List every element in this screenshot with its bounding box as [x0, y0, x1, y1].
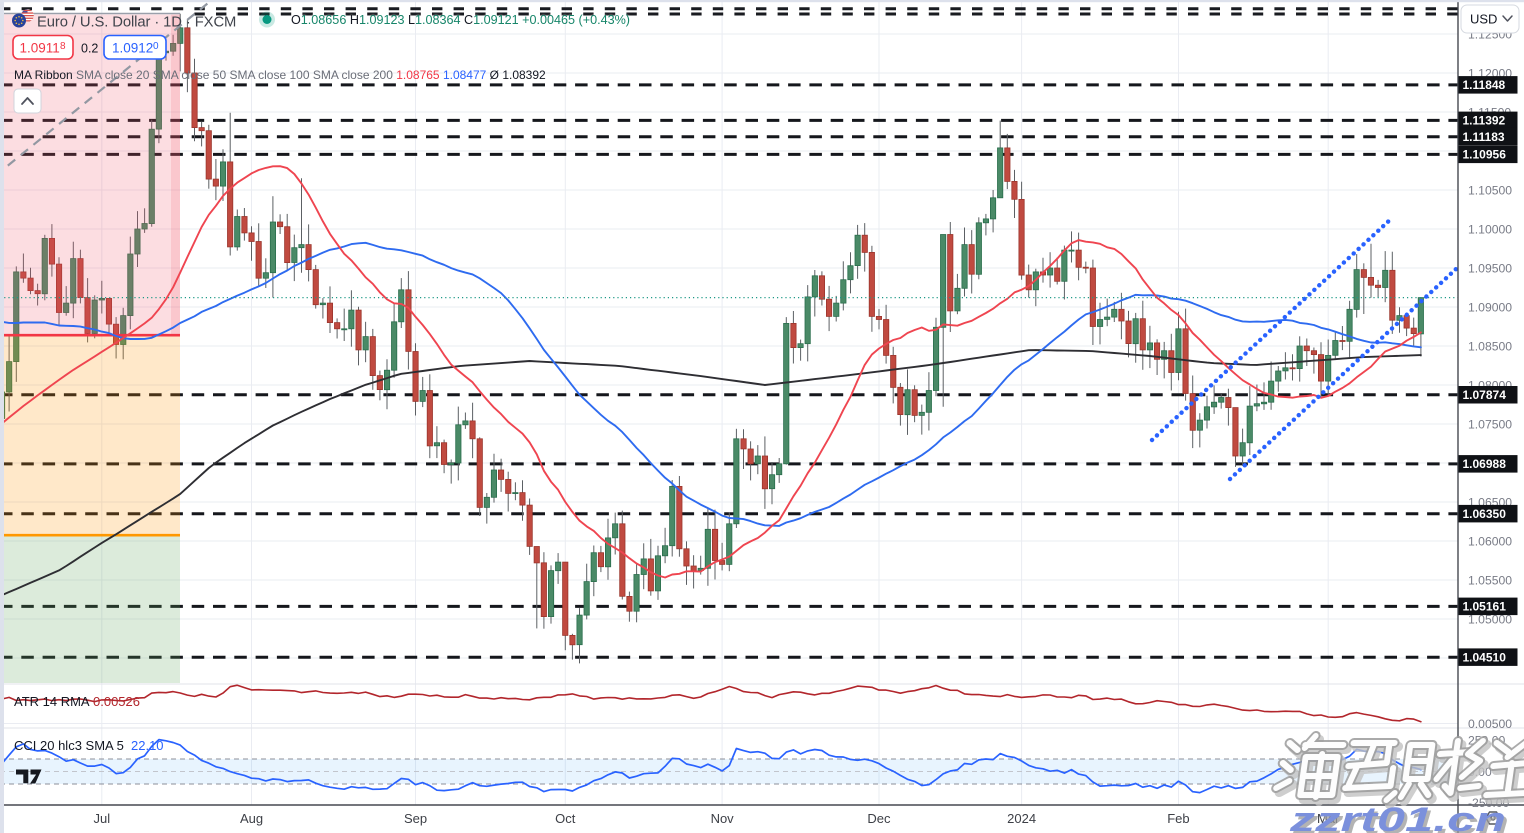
svg-text:2024: 2024 [1007, 811, 1036, 826]
svg-text:1.05161: 1.05161 [1463, 600, 1507, 614]
svg-text:1.0911: 1.0911 [20, 41, 60, 56]
svg-text:Oct: Oct [555, 811, 576, 826]
svg-text:1.06350: 1.06350 [1463, 507, 1507, 521]
svg-text:zzrt01.cn: zzrt01.cn [1289, 801, 1506, 833]
svg-text:Aug: Aug [240, 811, 263, 826]
svg-text:1.07500: 1.07500 [1468, 418, 1512, 432]
svg-text:1.10956: 1.10956 [1463, 148, 1507, 162]
svg-text:zzrt01.cn: zzrt01.cn [1292, 804, 1509, 833]
svg-text:1.05500: 1.05500 [1468, 574, 1512, 588]
svg-text:0: 0 [153, 41, 159, 52]
svg-text:1.11392: 1.11392 [1463, 114, 1506, 128]
svg-text:Dec: Dec [867, 811, 891, 826]
svg-text:1.09000: 1.09000 [1468, 301, 1512, 315]
svg-text:1.0912: 1.0912 [112, 41, 153, 56]
svg-text:1.06000: 1.06000 [1468, 535, 1512, 549]
svg-text:ATR 14 RMA: ATR 14 RMA [14, 694, 90, 709]
svg-text:1.11848: 1.11848 [1463, 78, 1506, 92]
svg-text:0.00500: 0.00500 [1468, 717, 1512, 731]
svg-text:Jul: Jul [94, 811, 111, 826]
svg-text:Sep: Sep [404, 811, 427, 826]
svg-text:0.00526: 0.00526 [93, 694, 140, 709]
svg-text:Feb: Feb [1167, 811, 1189, 826]
svg-text:Nov: Nov [711, 811, 735, 826]
svg-text:1.07874: 1.07874 [1463, 388, 1507, 402]
svg-text:USD: USD [1470, 12, 1497, 27]
svg-text:1.10500: 1.10500 [1468, 184, 1512, 198]
svg-text:MA Ribbon SMA close 20 SMA clo: MA Ribbon SMA close 20 SMA close 50 SMA … [14, 68, 546, 82]
svg-text:1.05000: 1.05000 [1468, 613, 1512, 627]
svg-text:Mar: Mar [1317, 811, 1340, 826]
svg-text:CCI 20 hlc3 SMA 5: CCI 20 hlc3 SMA 5 [14, 738, 124, 753]
svg-text:0.2: 0.2 [81, 42, 98, 56]
svg-text:1.11183: 1.11183 [1463, 130, 1505, 144]
svg-text:1.10000: 1.10000 [1468, 223, 1512, 237]
svg-text:22.10: 22.10 [131, 738, 164, 753]
svg-text:O1.08656 H1.09123 L1.08364 C1.: O1.08656 H1.09123 L1.08364 C1.09121 +0.0… [291, 13, 630, 27]
svg-text:Euro / U.S. Dollar · 1D · FXCM: Euro / U.S. Dollar · 1D · FXCM [37, 15, 236, 31]
svg-text:8: 8 [60, 41, 66, 52]
svg-text:1.04510: 1.04510 [1463, 651, 1507, 665]
svg-text:1.06988: 1.06988 [1463, 457, 1507, 471]
svg-text:1.09500: 1.09500 [1468, 262, 1512, 276]
svg-text:1.08500: 1.08500 [1468, 340, 1512, 354]
